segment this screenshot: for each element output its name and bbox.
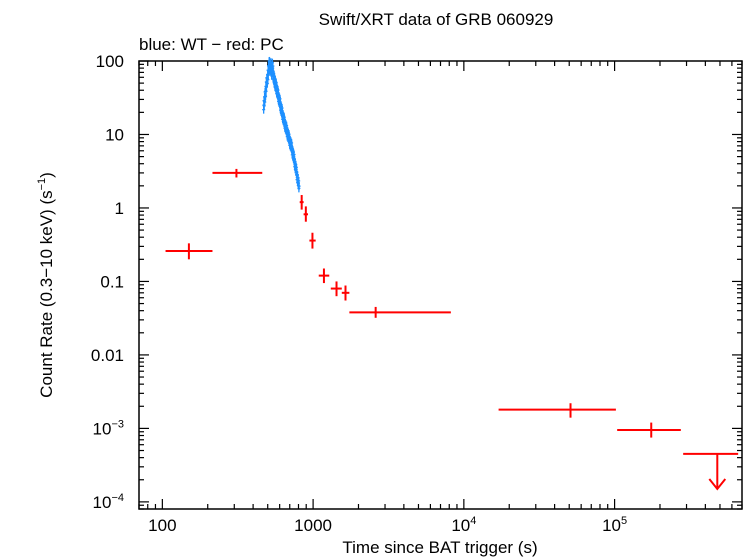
x-tick-labels: 100 1000 104 105 <box>148 515 627 535</box>
pc-data-point <box>330 281 342 297</box>
y-tick-label: 100 <box>96 52 124 71</box>
x-tick-label: 105 <box>602 515 627 535</box>
pc-data-point <box>349 306 451 318</box>
pc-data-point <box>318 268 330 284</box>
y-axis-label: Count Rate (0.3−10 keV) (s−1) <box>36 172 56 398</box>
x-tick-label-base: 10 <box>451 516 470 535</box>
pc-data-point <box>165 243 213 260</box>
pc-data-point <box>498 403 616 418</box>
y-tick-label: 1 <box>115 199 124 218</box>
y-tick-label: 0.01 <box>91 346 124 365</box>
pc-data-point <box>303 206 308 222</box>
y-axis-label-main: Count Rate (0.3−10 keV) (s <box>37 190 56 397</box>
wt-series <box>262 56 301 193</box>
x-tick-label: 100 <box>148 516 176 535</box>
pc-upper-limit-arrow <box>708 478 727 491</box>
y-tick-label: 10−4 <box>93 492 124 512</box>
y-axis-label-exp: −1 <box>36 178 48 191</box>
axes-ticks <box>138 60 743 510</box>
x-axis-label: Time since BAT trigger (s) <box>342 538 537 557</box>
x-tick-label: 1000 <box>294 516 332 535</box>
x-tick-label: 104 <box>451 515 476 535</box>
y-tick-label: 10−3 <box>93 418 124 438</box>
pc-data-point <box>341 285 350 301</box>
chart-title: Swift/XRT data of GRB 060929 <box>319 10 554 29</box>
x-tick-label-exp: 4 <box>470 515 476 527</box>
pc-upper-limit <box>683 452 739 491</box>
pc-data-point <box>617 422 681 438</box>
y-tick-label-base: 10 <box>93 419 112 438</box>
y-tick-label-exp: −3 <box>111 418 124 430</box>
pc-data-point <box>309 232 316 249</box>
x-tick-label-exp: 5 <box>621 515 627 527</box>
x-tick-label-base: 10 <box>602 516 621 535</box>
pc-data-point <box>299 195 304 210</box>
plot-frame <box>138 60 743 510</box>
y-tick-label-exp: −4 <box>111 492 124 504</box>
y-tick-label: 0.1 <box>100 272 124 291</box>
y-axis-label-tail: ) <box>37 172 56 178</box>
chart-subtitle: blue: WT − red: PC <box>139 35 284 54</box>
pc-data-point <box>212 168 263 178</box>
pc-series <box>165 168 739 491</box>
y-tick-label: 10 <box>105 125 124 144</box>
plot-area <box>138 56 743 510</box>
y-tick-label-base: 10 <box>93 493 112 512</box>
